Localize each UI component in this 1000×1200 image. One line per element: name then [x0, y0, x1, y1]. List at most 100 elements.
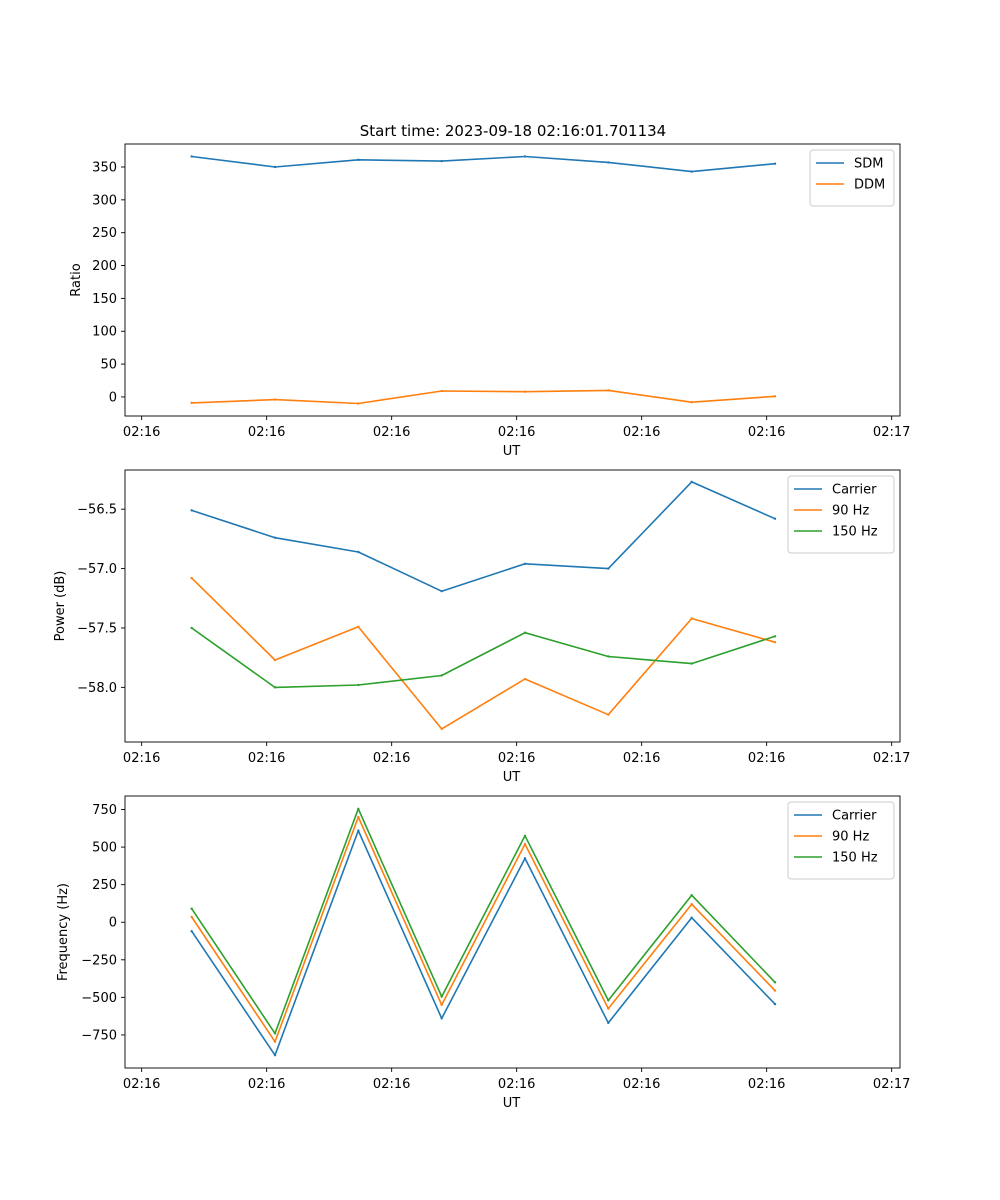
plot-frame-frequency: [124, 795, 901, 1069]
figure-title: Start time: 2023-09-18 02:16:01.701134: [360, 122, 666, 140]
data-point: [357, 158, 360, 161]
data-point: [357, 550, 360, 554]
data-point: [190, 930, 193, 933]
y-axis-label: Ratio: [69, 263, 84, 296]
data-point: [440, 389, 443, 393]
series-line-carrier: [191, 481, 776, 593]
plot-frame-ratio: [124, 143, 901, 417]
y-tick-label: 350: [92, 160, 117, 175]
y-tick-label: −57.0: [77, 562, 117, 577]
x-axis-label: UT: [503, 770, 521, 785]
legend-label: 150 Hz: [832, 851, 878, 866]
legend-label: Carrier: [832, 483, 877, 498]
series-line-90-hz: [191, 816, 776, 1043]
panel-ratio: 02:16 02:16 02:16 02:16 02:16 02:16 02:17 0 50 10…: [69, 143, 910, 459]
x-tick-label: 02:16: [748, 751, 785, 766]
data-point: [773, 641, 777, 644]
x-tick-label: 02:16: [748, 1077, 785, 1092]
y-axis-label: Frequency (Hz): [56, 883, 71, 981]
series-line-150-hz: [191, 807, 776, 1035]
y-tick-label: 50: [100, 358, 117, 373]
legend-label: 90 Hz: [832, 504, 869, 519]
y-tick-label: 250: [92, 226, 117, 241]
data-point: [273, 536, 277, 539]
y-tick-label: −500: [81, 991, 117, 1006]
x-tick-label: 02:16: [498, 425, 535, 440]
legend: [809, 149, 895, 207]
y-axis-label: Power (dB): [53, 571, 68, 642]
data-point: [440, 159, 443, 163]
data-point: [190, 915, 193, 919]
x-tick-label: 02:16: [748, 425, 785, 440]
panel-power: 02:16 02:16 02:16 02:16 02:16 02:16 02:17 −58.0…: [53, 469, 910, 785]
data-point: [773, 635, 777, 638]
data-point: [690, 916, 693, 919]
x-tick-label: 02:16: [123, 425, 160, 440]
y-tick-label: −750: [81, 1028, 117, 1043]
data-point: [273, 686, 277, 689]
legend-label: 90 Hz: [832, 830, 869, 845]
panel-frequency: 02:16 02:16 02:16 02:16 02:16 02:16 02:17 −750 −…: [56, 795, 910, 1111]
data-point: [773, 989, 777, 992]
data-point: [357, 815, 360, 819]
x-tick-label: 02:16: [623, 1077, 660, 1092]
data-point: [607, 713, 610, 716]
data-point: [773, 1002, 777, 1006]
data-point: [523, 677, 527, 681]
data-point: [357, 402, 360, 405]
y-tick-label: 250: [92, 878, 117, 893]
data-point: [273, 1054, 277, 1057]
data-point: [523, 842, 527, 846]
y-tick-label: −250: [81, 953, 117, 968]
data-point: [440, 995, 443, 998]
data-point: [357, 683, 360, 687]
data-point: [690, 902, 693, 906]
data-point: [273, 398, 277, 401]
data-point: [273, 658, 277, 662]
x-tick-label: 02:17: [873, 1077, 910, 1092]
data-point: [440, 727, 443, 731]
data-point: [440, 674, 443, 677]
data-point: [773, 517, 777, 520]
x-tick-label: 02:16: [123, 751, 160, 766]
y-tick-label: 100: [92, 325, 117, 340]
x-tick-label: 02:17: [873, 751, 910, 766]
data-point: [690, 893, 693, 897]
data-point: [440, 589, 443, 593]
data-point: [440, 1003, 443, 1007]
x-axis-label: UT: [503, 444, 521, 459]
x-tick-label: 02:16: [248, 425, 285, 440]
data-point: [690, 617, 693, 620]
legend-label: DDM: [854, 178, 885, 193]
data-point: [273, 165, 277, 169]
x-tick-label: 02:16: [623, 751, 660, 766]
y-tick-label: 0: [109, 916, 117, 931]
data-point: [357, 625, 360, 628]
data-point: [190, 401, 193, 405]
data-point: [273, 1040, 277, 1043]
y-tick-label: 500: [92, 841, 117, 856]
data-point: [190, 626, 193, 630]
x-tick-label: 02:16: [498, 1077, 535, 1092]
data-point: [523, 631, 527, 634]
data-point: [523, 562, 527, 566]
data-point: [357, 807, 360, 810]
data-point: [607, 655, 610, 658]
x-tick-label: 02:16: [373, 1077, 410, 1092]
legend: [787, 801, 895, 880]
legend-label: 150 Hz: [832, 525, 878, 540]
data-point: [607, 567, 610, 570]
plot-frame-power: [124, 469, 901, 743]
data-point: [690, 170, 693, 173]
data-point: [607, 1007, 610, 1010]
data-point: [607, 999, 610, 1002]
x-axis-label: UT: [503, 1096, 521, 1111]
data-point: [523, 834, 527, 838]
data-point: [607, 161, 610, 164]
x-tick-label: 02:16: [373, 751, 410, 766]
x-tick-label: 02:16: [248, 751, 285, 766]
legend-label: SDM: [854, 157, 883, 172]
data-point: [773, 162, 777, 165]
data-point: [190, 155, 193, 158]
y-tick-label: 0: [109, 390, 117, 405]
